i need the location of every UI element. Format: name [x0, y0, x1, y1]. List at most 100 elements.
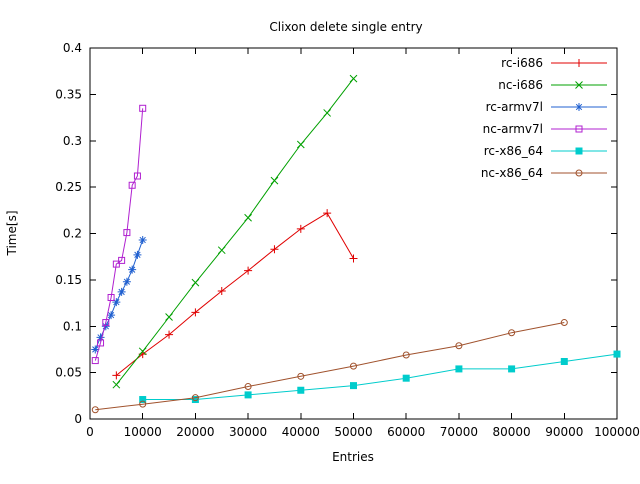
cross-marker-icon [112, 380, 121, 389]
open-square-marker-icon [107, 293, 115, 301]
cross-marker-icon [296, 140, 305, 149]
plus-marker-icon [191, 308, 200, 317]
cross-marker-icon [191, 278, 200, 287]
plus-marker-icon [296, 224, 305, 233]
open-circle-marker-icon [455, 342, 463, 350]
open-square-marker-icon [133, 172, 141, 180]
open-circle-marker-icon [350, 362, 357, 370]
x-tick-label: 100000 [594, 425, 640, 439]
series-line [95, 322, 565, 411]
cross-marker-icon [138, 347, 147, 356]
x-tick-label: 80000 [493, 425, 531, 439]
y-tick-label: 0.05 [55, 366, 82, 380]
y-tick-label: 0.4 [63, 41, 82, 55]
y-tick-label: 0.1 [63, 319, 82, 333]
open-square-marker-icon [91, 357, 99, 365]
open-circle-marker-icon [508, 329, 516, 337]
y-tick-label: 0.25 [55, 180, 82, 194]
filled-square-marker-icon [244, 391, 252, 399]
asterisk-marker-icon [101, 322, 110, 331]
open-circle-marker-icon [91, 406, 99, 414]
cross-marker-icon [217, 246, 226, 255]
series-rc-armv7l [91, 235, 147, 354]
x-tick-label: 30000 [229, 425, 267, 439]
plus-marker-icon [349, 254, 358, 263]
filled-square-marker-icon [139, 396, 147, 404]
asterisk-marker-icon [575, 103, 583, 111]
open-circle-marker-icon [139, 400, 147, 408]
x-tick-label: 60000 [387, 425, 425, 439]
legend-label: rc-x86_64 [484, 144, 543, 158]
cross-marker-icon [244, 213, 252, 222]
x-axis-label: Entries [332, 450, 374, 464]
asterisk-marker-icon [138, 235, 147, 244]
series-rc-i686 [112, 209, 358, 380]
plus-marker-icon [165, 330, 174, 339]
legend-label: nc-armv7l [483, 122, 543, 136]
plus-marker-icon [217, 287, 226, 296]
filled-square-marker-icon [508, 365, 516, 373]
plus-marker-icon [270, 245, 279, 254]
open-circle-marker-icon [297, 372, 305, 380]
filled-square-marker-icon [402, 374, 410, 382]
asterisk-marker-icon [117, 287, 126, 296]
cross-marker-icon [575, 81, 583, 89]
plus-marker-icon [244, 266, 253, 275]
legend-item-rc-i686: rc-i686 [501, 56, 607, 70]
x-tick-label: 70000 [440, 425, 478, 439]
asterisk-marker-icon [112, 298, 121, 307]
filled-square-marker-icon [455, 365, 463, 373]
legend-item-nc-i686: nc-i686 [498, 78, 607, 92]
open-square-marker-icon [102, 319, 110, 327]
series-rc-x86_64 [139, 350, 621, 404]
legend-label: nc-x86_64 [481, 166, 543, 180]
x-tick-label: 90000 [545, 425, 583, 439]
open-square-marker-icon [97, 339, 105, 347]
series-line [115, 78, 354, 386]
x-tick-label: 40000 [282, 425, 320, 439]
legend-label: nc-i686 [498, 78, 543, 92]
legend-label: rc-i686 [501, 56, 543, 70]
filled-square-marker-icon [350, 382, 357, 390]
chart-title: Clixon delete single entry [269, 20, 422, 34]
asterisk-marker-icon [96, 333, 105, 342]
open-circle-marker-icon [560, 319, 568, 327]
open-circle-marker-icon [402, 351, 410, 359]
x-tick-label: 10000 [124, 425, 162, 439]
open-square-marker-icon [118, 256, 126, 264]
filled-square-marker-icon [575, 147, 583, 155]
y-tick-label: 0.3 [63, 134, 82, 148]
plus-marker-icon [323, 209, 332, 218]
cross-marker-icon [165, 313, 173, 321]
asterisk-marker-icon [122, 277, 131, 286]
open-square-marker-icon [128, 181, 136, 189]
legend: rc-i686 nc-i686 rc-armv7l nc-armv7l rc-x86_6… [481, 56, 607, 180]
y-tick-label: 0.35 [55, 87, 82, 101]
filled-square-marker-icon [297, 386, 305, 394]
x-tick-label: 20000 [176, 425, 214, 439]
open-circle-marker-icon [575, 169, 583, 177]
series-nc-x86_64 [91, 319, 568, 414]
series-line [115, 212, 354, 376]
asterisk-marker-icon [128, 265, 137, 274]
series-nc-i686 [112, 74, 358, 389]
y-tick-label: 0.15 [55, 273, 82, 287]
cross-marker-icon [349, 74, 358, 83]
asterisk-marker-icon [91, 345, 100, 354]
cross-marker-icon [323, 109, 332, 117]
x-tick-label: 50000 [334, 425, 372, 439]
series-line [142, 353, 618, 400]
plot-area: 0 10000 20000 30000 40000 50000 60000 70000 8000… [55, 41, 640, 439]
filled-square-marker-icon [191, 396, 199, 404]
plus-marker-icon [575, 59, 583, 67]
filled-square-marker-icon [560, 357, 568, 365]
x-tick-label: 0 [86, 425, 94, 439]
series-nc-armv7l [91, 104, 147, 365]
asterisk-marker-icon [133, 250, 142, 259]
open-circle-marker-icon [244, 383, 252, 391]
cross-marker-icon [270, 176, 279, 185]
asterisk-marker-icon [107, 311, 116, 320]
legend-label: rc-armv7l [486, 100, 543, 114]
